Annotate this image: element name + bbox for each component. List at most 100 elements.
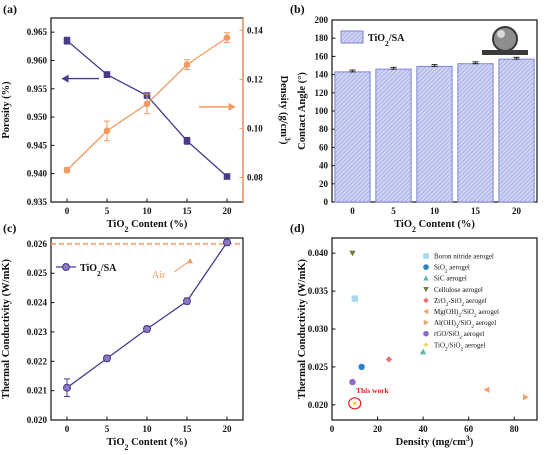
c-y-tick-label: 0.026 bbox=[27, 239, 48, 249]
b-y-tick-label: 120 bbox=[315, 88, 329, 98]
d-y-tick-label: 0.030 bbox=[308, 324, 329, 334]
c-y-tick-label: 0.020 bbox=[27, 415, 48, 425]
droplet bbox=[492, 26, 518, 52]
c-point bbox=[103, 354, 111, 363]
a-yr-tick-label: 0.14 bbox=[247, 25, 263, 35]
a-y-left-label: Porosity (%) bbox=[1, 81, 12, 139]
b-legend: TiO2/SA bbox=[340, 30, 405, 48]
d-point bbox=[349, 378, 356, 386]
d-x-tick-label: 20 bbox=[373, 424, 383, 434]
b-x-tick-label: 15 bbox=[471, 206, 481, 216]
c-point bbox=[223, 238, 231, 247]
b-x-label: TiO2 Content (%) bbox=[394, 219, 475, 234]
d-point bbox=[523, 394, 529, 401]
c-air-label: Air bbox=[152, 270, 166, 281]
b-y-tick-label: 0 bbox=[324, 197, 329, 207]
b-y-tick-label: 40 bbox=[319, 161, 329, 171]
b-y-tick-label: 100 bbox=[315, 106, 329, 116]
c-legend-marker bbox=[62, 263, 70, 271]
a-yr-tick-label: 0.10 bbox=[247, 123, 263, 133]
b-legend-label: TiO2/SA bbox=[368, 33, 405, 48]
b-bar bbox=[416, 65, 453, 203]
d-y-tick-label: 0.020 bbox=[308, 400, 329, 410]
a-porosity-point bbox=[223, 173, 231, 180]
d-point bbox=[349, 250, 356, 257]
a-density-point bbox=[143, 100, 151, 108]
c-y-tick-label: 0.024 bbox=[27, 298, 48, 308]
a-yl-tick-label: 0.935 bbox=[27, 197, 48, 207]
a-x-tick-label: 20 bbox=[223, 206, 233, 216]
d-this-work-label: This work bbox=[356, 386, 390, 395]
d-legend-label: rGO/SiO2 aerogel bbox=[434, 330, 484, 341]
d-y-tick-label: 0.035 bbox=[308, 286, 329, 296]
d-legend-label: SiC aerogel bbox=[434, 275, 467, 283]
a-yl-tick-label: 0.945 bbox=[27, 140, 48, 150]
b-y-tick-label: 180 bbox=[315, 33, 329, 43]
d-point bbox=[483, 386, 490, 393]
c-y-tick-label: 0.022 bbox=[27, 356, 48, 366]
a-yl-tick-label: 0.965 bbox=[27, 27, 48, 37]
panel-a: (a) 0 5 10 15 20 0.935 0.940 0.945 0.950 0.955 0.96… bbox=[1, 2, 293, 234]
c-x-tick-label: 20 bbox=[223, 424, 233, 434]
droplet-substrate bbox=[482, 50, 528, 55]
a-arrow-right-head bbox=[228, 102, 236, 111]
droplet-highlight bbox=[497, 30, 505, 38]
b-x-tick-label: 20 bbox=[512, 206, 522, 216]
panel-d: (d) 0 20 40 60 80 0.020 0.025 0.030 0.035 0.040 Den… bbox=[290, 221, 538, 449]
b-y-label: Contact Angle (°) bbox=[297, 72, 308, 150]
a-yl-tick-label: 0.960 bbox=[27, 55, 48, 65]
b-bar bbox=[498, 58, 535, 203]
a-yl-tick-label: 0.950 bbox=[27, 112, 48, 122]
b-y-tick-label: 60 bbox=[319, 142, 329, 152]
d-legend-label: ZrO2-SiO2 aerogel bbox=[434, 297, 487, 308]
d-x-tick-label: 0 bbox=[330, 424, 335, 434]
d-point bbox=[358, 363, 365, 371]
b-x-tick-label: 5 bbox=[391, 206, 396, 216]
a-density-point bbox=[183, 61, 191, 68]
d-point bbox=[385, 356, 393, 363]
c-y-tick-label: 0.025 bbox=[27, 268, 48, 278]
a-arrow-left-head bbox=[61, 74, 69, 83]
a-x-tick-label: 0 bbox=[65, 206, 70, 216]
d-y-tick-label: 0.040 bbox=[308, 248, 329, 258]
panel-label: (b) bbox=[290, 2, 305, 16]
d-legend-marker bbox=[423, 297, 429, 304]
b-x-tick-label: 0 bbox=[350, 206, 355, 216]
a-x-label: TiO2 Content (%) bbox=[107, 219, 188, 234]
d-point bbox=[419, 348, 427, 355]
d-legend-label: Boron nitride aerogel bbox=[434, 253, 494, 261]
d-x-label: Density (mg/cm3) bbox=[396, 434, 474, 449]
a-yr-tick-label: 0.12 bbox=[247, 74, 263, 84]
a-x-tick-label: 10 bbox=[143, 206, 153, 216]
panel-b: (b)0 5 10 15 20020406080100120140160180200Ti… bbox=[290, 2, 538, 234]
a-yl-tick-label: 0.940 bbox=[27, 169, 48, 179]
a-x-tick-label: 5 bbox=[105, 206, 110, 216]
d-legend-marker bbox=[423, 330, 429, 337]
panel-label: (d) bbox=[290, 221, 305, 235]
c-x-tick-label: 5 bbox=[105, 424, 110, 434]
a-density-point bbox=[103, 127, 111, 135]
c-y-tick-label: 0.023 bbox=[27, 327, 48, 337]
a-porosity-point bbox=[183, 137, 191, 145]
panel-label: (c) bbox=[3, 221, 16, 235]
d-legend-label: Mg(OH)2/SiO2 aerogel bbox=[434, 308, 499, 319]
b-y-tick-label: 140 bbox=[315, 70, 329, 80]
d-x-tick-label: 40 bbox=[419, 424, 429, 434]
d-x-tick-label: 60 bbox=[464, 424, 474, 434]
c-legend-label: TiO2/SA bbox=[80, 263, 117, 278]
c-point bbox=[183, 297, 191, 306]
a-density-point bbox=[63, 166, 71, 174]
b-legend-swatch bbox=[340, 30, 364, 44]
d-legend-marker bbox=[423, 287, 429, 293]
b-bar bbox=[334, 71, 371, 203]
d-this-work-circle bbox=[348, 397, 362, 410]
c-y-label: Thermal Conductivity (W/mK) bbox=[1, 259, 12, 399]
panel-c: (c) 0 5 10 15 20 0.020 0.021 0.022 0.023 0.024 0.02… bbox=[1, 221, 244, 452]
a-x-tick-label: 15 bbox=[183, 206, 193, 216]
d-legend-marker bbox=[423, 253, 429, 259]
c-x-tick-label: 10 bbox=[143, 424, 153, 434]
d-legend-label: SiO2 aerogel bbox=[434, 264, 470, 275]
c-air-arrow-head bbox=[187, 258, 193, 264]
b-bar bbox=[375, 68, 412, 203]
b-y-tick-label: 200 bbox=[315, 15, 329, 25]
